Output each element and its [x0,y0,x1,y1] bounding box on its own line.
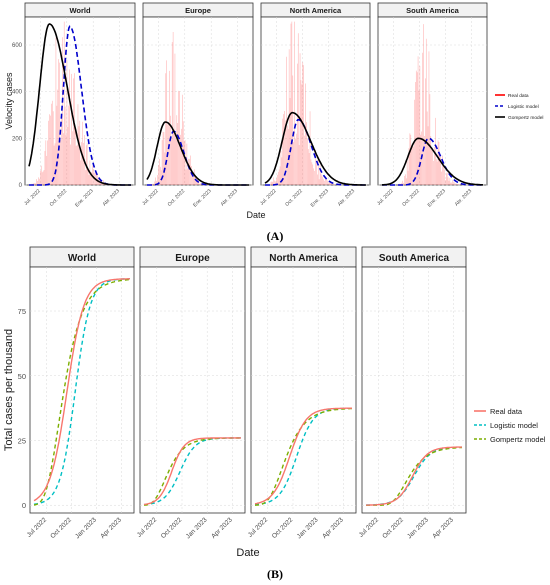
x-tick-label: Oct. 2022 [401,188,421,208]
gompertz-model-line [28,23,131,186]
x-tick-label: Oct. 2022 [284,188,304,208]
facet-title: North America [269,253,338,264]
y-tick-label: 400 [12,90,23,96]
plot-frame [142,16,254,186]
legend-label: Real data [490,407,523,416]
x-axis-title: Date [246,210,265,220]
facet-title: North America [290,6,342,15]
x-tick-label: Oct 2022 [160,516,184,540]
x-tick-label: Jul 2022 [247,516,270,539]
legend-label: Gompertz model [490,435,546,444]
x-axis-title: Date [236,547,259,559]
real-data-line [33,278,130,502]
gompertz-model-line [33,278,131,506]
x-tick-label: Abr. 2023 [220,188,240,208]
x-tick-label: Ene. 2023 [427,188,448,209]
facet-world: World Jul. 2022 Oct. 2022 Ene. 2023 Abr. 202… [23,2,136,209]
facet-title: South America [406,6,459,15]
facet-title: World [69,6,91,15]
legend-label: Gompertz model [508,115,543,121]
plot-frame [139,266,246,514]
x-tick-label: Apr 2023 [431,516,455,540]
facet-south-america: South America Jul 2022 Oct 2022 Jan 2023 Apr… [358,246,467,540]
x-tick-label: Oct 2022 [49,516,73,540]
x-tick-label: Jul. 2022 [23,188,42,207]
x-tick-label: Oct. 2022 [49,188,69,208]
facet-north-america: North America Jul 2022 Oct 2022 Jan 2023 Apr… [247,246,357,540]
plot-frame [29,266,135,514]
facet-world: World Jul 2022 Oct 2022 Jan 2023 Apr 2023 [26,246,135,540]
y-tick-label: 25 [18,436,26,445]
y-tick-label: 0 [22,501,26,510]
real-data-series [31,21,127,185]
real-data-series [396,24,480,185]
gompertz-model-line [255,407,352,506]
plot-frame [361,266,467,514]
legend-label: Logistic model [490,421,538,430]
x-tick-label: Jul 2022 [26,516,49,539]
facet-north-america: North America Jul. 2022 Oct. 2022 Ene. 2023… [259,2,371,209]
x-tick-label: Jan 2023 [185,516,209,540]
panel-label-b: (B) [267,567,283,581]
facet-title: Europe [175,253,210,264]
y-tick-label: 0 [19,183,23,189]
logistic-model-line [147,130,249,186]
x-tick-label: Abr. 2023 [454,188,474,208]
x-tick-label: Ene. 2023 [74,188,95,209]
plot-frame [250,266,357,514]
x-tick-label: Apr 2023 [210,516,234,540]
legend: Real data Logistic model Gompertz model [495,93,543,121]
gompertz-model-line [366,446,463,506]
x-tick-label: Abr. 2023 [102,188,122,208]
real-data-line [143,437,241,506]
facet-title: South America [379,253,450,264]
facet-europe: Europe Jul 2022 Oct 2022 Jan 2023 Apr 2023 [136,246,246,540]
facet-europe: Europe Jul. 2022 Oct. 2022 Ene. 2023 Abr. 20… [141,2,254,209]
x-tick-label: Jul 2022 [358,516,381,539]
real-data-line [366,446,462,506]
x-tick-label: Ene. 2023 [192,188,213,209]
y-tick-label: 50 [18,372,26,381]
x-tick-label: Oct 2022 [381,516,405,540]
x-tick-label: Jul. 2022 [376,188,395,207]
x-tick-label: Oct. 2022 [167,188,187,208]
x-tick-label: Apr 2023 [321,516,345,540]
y-axis-title: Total cases per thousand [3,329,15,451]
panel-a: Velocity cases 0 200 400 600 World Jul. 2022 Oc… [4,2,543,243]
panel-b: Total cases per thousand 0 25 50 75 World Jul … [3,246,546,581]
x-tick-label: Ene. 2023 [310,188,331,209]
y-tick-label: 200 [12,136,23,142]
y-axis-title: Velocity cases [4,72,14,130]
logistic-model-line [265,118,366,186]
gompertz-model-line [381,137,484,186]
facet-title: Europe [185,6,211,15]
real-data-line [254,407,352,505]
x-tick-label: Jan 2023 [74,516,98,540]
x-tick-label: Jan 2023 [406,516,430,540]
gompertz-model-line [146,121,249,186]
facet-south-america: South America Jul. 2022 Oct. 2022 Ene. 2023… [376,2,488,209]
x-tick-label: Abr. 2023 [337,188,357,208]
panel-label-a: (A) [267,229,284,243]
legend-label: Logistic model [508,104,539,110]
x-tick-label: Oct 2022 [271,516,295,540]
x-tick-label: Apr 2023 [99,516,123,540]
y-tick-label: 75 [18,307,26,316]
y-tick-label: 600 [12,43,23,49]
logistic-model-line [382,137,483,186]
x-tick-label: Jul. 2022 [141,188,160,207]
facet-title: World [68,253,96,264]
gompertz-model-line [264,111,366,186]
x-tick-label: Jul. 2022 [259,188,278,207]
x-tick-label: Jan 2023 [296,516,320,540]
legend: Real data Logistic model Gompertz model [474,407,546,444]
legend-label: Real data [508,93,529,99]
x-tick-label: Jul 2022 [136,516,159,539]
